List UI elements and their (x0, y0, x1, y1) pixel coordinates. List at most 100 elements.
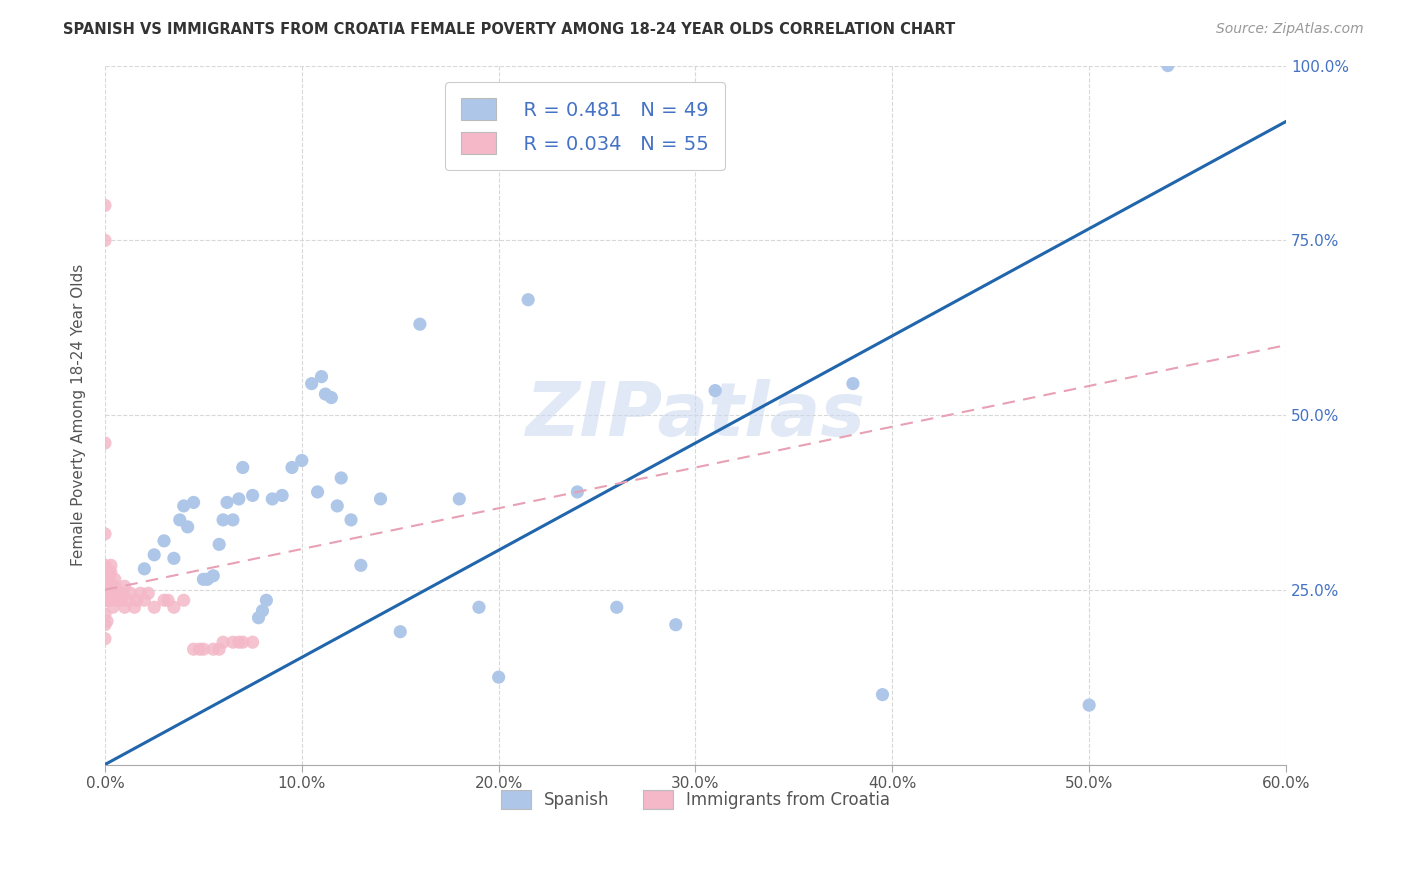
Point (163, 600, 186, 615)
Point (173, 593, 195, 607)
Point (94, 572, 117, 586)
Point (173, 499, 195, 513)
Point (96, 586, 118, 600)
Point (134, 593, 156, 607)
Point (143, 548, 166, 562)
Point (101, 586, 124, 600)
Point (111, 586, 134, 600)
Text: ZIPatlas: ZIPatlas (526, 378, 866, 451)
Point (183, 642, 205, 657)
Point (153, 593, 176, 607)
Point (247, 611, 270, 625)
Point (409, 317, 432, 331)
Point (110, 593, 132, 607)
Point (101, 600, 124, 615)
Point (100, 558, 122, 573)
Point (156, 593, 179, 607)
Point (100, 566, 122, 580)
Point (94, 436, 117, 450)
Point (195, 572, 218, 586)
Point (163, 551, 186, 566)
Point (242, 488, 264, 502)
Point (307, 484, 329, 499)
Point (134, 562, 156, 576)
Point (97, 572, 120, 586)
Point (301, 376, 323, 391)
Point (97, 579, 120, 593)
Point (326, 499, 349, 513)
Point (704, 384, 727, 398)
Point (96, 614, 118, 628)
Point (281, 460, 304, 475)
Point (104, 572, 127, 586)
Point (94, 607, 117, 622)
Point (105, 593, 128, 607)
Point (208, 642, 231, 657)
Point (97, 566, 120, 580)
Point (517, 293, 540, 307)
Point (567, 484, 589, 499)
Text: Source: ZipAtlas.com: Source: ZipAtlas.com (1216, 22, 1364, 37)
Point (222, 513, 245, 527)
Point (228, 635, 250, 649)
Point (94, 527, 117, 541)
Point (202, 569, 225, 583)
Point (153, 533, 176, 548)
Point (872, 688, 894, 702)
Point (350, 558, 373, 573)
Point (129, 586, 152, 600)
Point (193, 642, 215, 657)
Point (117, 593, 139, 607)
Point (105, 586, 128, 600)
Point (183, 495, 205, 509)
Point (100, 579, 122, 593)
Point (96, 572, 118, 586)
Point (449, 491, 471, 506)
Point (176, 520, 198, 534)
Point (468, 600, 491, 615)
Point (104, 579, 127, 593)
Point (370, 491, 392, 506)
Point (488, 670, 510, 684)
Point (330, 471, 353, 485)
Point (242, 635, 264, 649)
Point (114, 579, 136, 593)
Point (136, 586, 159, 600)
Point (107, 590, 129, 604)
Point (120, 586, 142, 600)
Point (114, 600, 136, 615)
Point (96, 593, 118, 607)
Point (1078, 698, 1101, 712)
Point (97, 586, 120, 600)
Point (311, 369, 333, 384)
Point (271, 488, 294, 502)
Point (1157, 59, 1180, 73)
Text: SPANISH VS IMMIGRANTS FROM CROATIA FEMALE POVERTY AMONG 18-24 YEAR OLDS CORRELAT: SPANISH VS IMMIGRANTS FROM CROATIA FEMAL… (63, 22, 956, 37)
Point (94, 233, 117, 247)
Point (94, 198, 117, 212)
Point (606, 600, 628, 615)
Point (665, 617, 688, 632)
Point (94, 617, 117, 632)
Point (202, 642, 225, 657)
Point (125, 593, 148, 607)
Point (94, 558, 117, 573)
Point (212, 513, 235, 527)
Point (124, 600, 146, 615)
Point (143, 600, 166, 615)
Point (188, 642, 211, 657)
Point (232, 460, 254, 475)
Point (254, 593, 277, 607)
Point (94, 632, 117, 646)
Point (208, 537, 231, 551)
Y-axis label: Female Poverty Among 18-24 Year Olds: Female Poverty Among 18-24 Year Olds (72, 264, 86, 566)
Point (94, 593, 117, 607)
Point (252, 604, 274, 618)
Point (232, 635, 254, 649)
Point (100, 593, 122, 607)
Point (169, 513, 191, 527)
Point (222, 635, 245, 649)
Point (842, 376, 865, 391)
Point (389, 624, 412, 639)
Point (262, 491, 284, 506)
